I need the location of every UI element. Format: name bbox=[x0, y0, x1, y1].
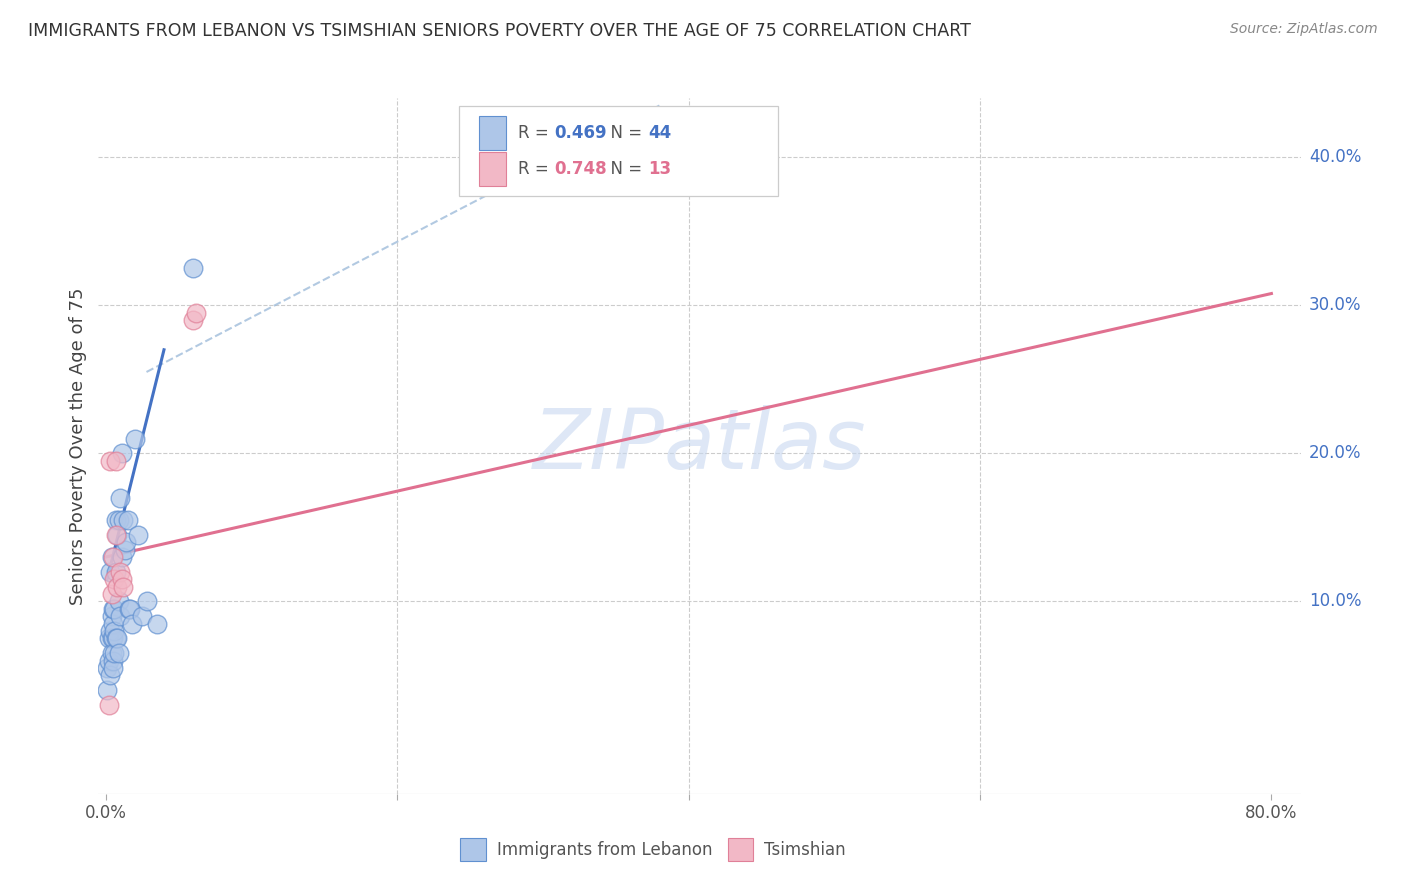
Point bbox=[112, 513, 135, 527]
Point bbox=[131, 609, 153, 624]
Point bbox=[124, 432, 146, 446]
Point bbox=[104, 565, 127, 579]
Text: 20.0%: 20.0% bbox=[1309, 444, 1361, 462]
Point bbox=[101, 661, 124, 675]
Point bbox=[181, 313, 204, 327]
Point bbox=[108, 594, 131, 608]
Text: ZIPatlas: ZIPatlas bbox=[533, 406, 866, 486]
Point bbox=[105, 580, 128, 594]
Point bbox=[111, 446, 134, 460]
Point bbox=[101, 616, 124, 631]
Point bbox=[117, 513, 139, 527]
Point bbox=[96, 683, 118, 698]
Point bbox=[135, 594, 157, 608]
Point bbox=[121, 616, 143, 631]
Text: R =: R = bbox=[517, 160, 554, 178]
Text: N =: N = bbox=[600, 124, 647, 142]
Point bbox=[120, 602, 142, 616]
Point bbox=[98, 668, 121, 682]
Point bbox=[108, 513, 131, 527]
Point bbox=[100, 632, 122, 646]
Point bbox=[101, 632, 124, 646]
Point bbox=[96, 661, 118, 675]
Point bbox=[98, 565, 121, 579]
Point bbox=[105, 528, 128, 542]
Point bbox=[101, 549, 124, 564]
Point bbox=[103, 624, 125, 638]
Point bbox=[100, 587, 122, 601]
Point bbox=[105, 632, 128, 646]
Point bbox=[97, 654, 120, 668]
Text: N =: N = bbox=[600, 160, 647, 178]
Bar bbox=[479, 116, 506, 150]
Text: 13: 13 bbox=[648, 160, 671, 178]
Point bbox=[98, 454, 121, 468]
Y-axis label: Seniors Poverty Over the Age of 75: Seniors Poverty Over the Age of 75 bbox=[69, 287, 87, 605]
FancyBboxPatch shape bbox=[458, 106, 778, 195]
Text: 44: 44 bbox=[648, 124, 671, 142]
Text: R =: R = bbox=[517, 124, 554, 142]
Point bbox=[110, 565, 132, 579]
Point bbox=[110, 609, 132, 624]
Point bbox=[104, 528, 127, 542]
Text: 30.0%: 30.0% bbox=[1309, 296, 1361, 314]
Point bbox=[98, 624, 121, 638]
Point bbox=[118, 602, 141, 616]
Text: IMMIGRANTS FROM LEBANON VS TSIMSHIAN SENIORS POVERTY OVER THE AGE OF 75 CORRELAT: IMMIGRANTS FROM LEBANON VS TSIMSHIAN SEN… bbox=[28, 22, 972, 40]
Point bbox=[112, 580, 135, 594]
Point bbox=[104, 632, 127, 646]
Point bbox=[108, 646, 131, 660]
Point bbox=[104, 513, 127, 527]
Point bbox=[111, 549, 134, 564]
Text: Immigrants from Lebanon: Immigrants from Lebanon bbox=[498, 840, 713, 859]
Point bbox=[111, 572, 134, 586]
Point bbox=[184, 306, 207, 320]
Point bbox=[181, 261, 204, 276]
Point bbox=[100, 646, 122, 660]
Text: 10.0%: 10.0% bbox=[1309, 592, 1361, 610]
Text: Tsimshian: Tsimshian bbox=[765, 840, 846, 859]
Point bbox=[114, 542, 136, 557]
Point bbox=[104, 454, 127, 468]
Point bbox=[103, 646, 125, 660]
Bar bbox=[479, 153, 506, 186]
Point bbox=[145, 616, 167, 631]
Point bbox=[103, 602, 125, 616]
Point bbox=[115, 535, 138, 549]
Point bbox=[100, 609, 122, 624]
Point bbox=[97, 698, 120, 712]
Point bbox=[127, 528, 149, 542]
Text: Source: ZipAtlas.com: Source: ZipAtlas.com bbox=[1230, 22, 1378, 37]
Point bbox=[97, 632, 120, 646]
Point bbox=[110, 491, 132, 505]
Point bbox=[101, 602, 124, 616]
Point bbox=[100, 549, 122, 564]
Point bbox=[103, 572, 125, 586]
Text: 0.748: 0.748 bbox=[554, 160, 606, 178]
Point bbox=[101, 654, 124, 668]
Text: 40.0%: 40.0% bbox=[1309, 148, 1361, 166]
Text: 0.469: 0.469 bbox=[554, 124, 606, 142]
